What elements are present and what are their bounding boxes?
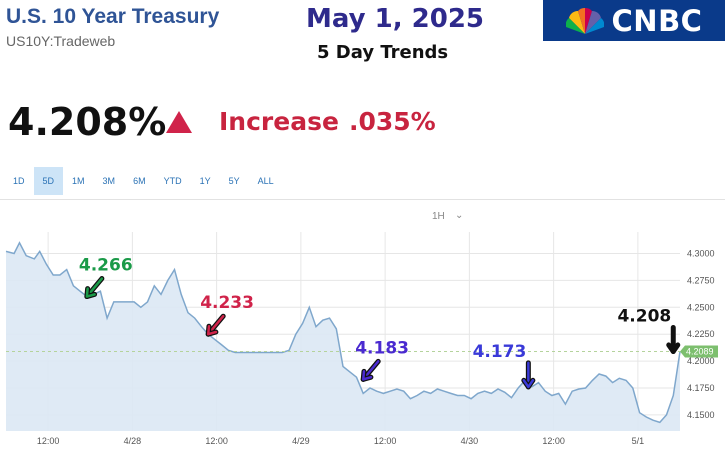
x-tick-label: 12:00 [205,436,228,446]
arrow-down-icon [666,325,681,355]
cnbc-logo: CNBC [543,0,725,41]
series-area [6,242,680,431]
annotation-label: 4.173 [473,342,527,362]
y-tick-label: 4.3000 [687,249,715,259]
arrow-down-left-icon [84,276,105,300]
change-value: .035% [349,107,436,136]
tab-3m[interactable]: 3M [102,176,116,186]
y-tick-label: 4.2750 [687,275,715,285]
chevron-down-icon[interactable]: ⌄ [455,210,464,221]
y-tick-label: 4.1750 [687,383,715,393]
chart-top-border [0,199,725,200]
x-axis-ticks: 12:00 4/28 12:00 4/29 12:00 4/30 12:00 5/1 [37,436,644,446]
symbol-subtitle: US10Y:Tradeweb [6,33,116,49]
last-value-badge-shape [680,345,718,358]
peacock-icon [565,7,604,34]
annotation: 4.266 [79,256,133,300]
x-tick-label: 4/28 [124,436,142,446]
tab-5y[interactable]: 5Y [228,176,240,186]
triangle-up-icon [166,111,192,133]
annotation: 4.183 [355,338,409,382]
arrow-down-left-icon [360,358,381,382]
last-value-label: 4.2089 [686,347,714,357]
annotation-label: 4.208 [617,307,671,327]
x-tick-label: 12:00 [37,436,60,446]
y-tick-label: 4.2000 [687,356,715,366]
x-tick-label: 12:00 [542,436,565,446]
y-tick-label: 4.1500 [687,410,715,420]
annotations: 4.266 4.233 4.183 4.173 4.208 [79,256,681,390]
tab-ytd[interactable]: YTD [163,176,182,186]
series-line [5,241,681,424]
tab-all[interactable]: ALL [257,176,274,186]
x-tick-label: 4/29 [292,436,310,446]
date-heading: May 1, 2025 [306,4,485,34]
tab-6m[interactable]: 6M [133,176,146,186]
last-value-badge: 4.2089 [680,345,718,358]
change-label: Increase [219,107,339,136]
x-tick-label: 12:00 [374,436,397,446]
y-tick-label: 4.2500 [687,302,715,312]
y-axis-ticks: 4.1500 4.1750 4.2000 4.2250 4.2500 4.2750 4.30… [687,249,715,420]
annotation: 4.208 [617,307,681,355]
arrow-down-left-icon [205,313,226,337]
y-tick-label: 4.2250 [687,329,715,339]
annotation: 4.173 [473,342,536,390]
arrow-down-icon [521,360,536,390]
annotation-label: 4.233 [200,293,254,313]
current-price: 4.208% [8,100,167,144]
logo-text: CNBC [611,3,703,38]
tab-1y[interactable]: 1Y [199,176,211,186]
tab-5d[interactable]: 5D [33,167,64,195]
page-title: U.S. 10 Year Treasury [6,5,220,28]
tab-1m[interactable]: 1M [72,176,85,186]
x-tick-label: 4/30 [461,436,479,446]
interval-select[interactable]: 1H [432,211,445,222]
annotation: 4.233 [200,293,254,337]
annotation-label: 4.266 [79,256,133,276]
tab-1d[interactable]: 1D [13,176,25,186]
x-tick-label: 5/1 [632,436,645,446]
annotation-label: 4.183 [355,338,409,358]
trend-heading: 5 Day Trends [317,42,449,63]
range-tabs: 1D 5D 1M 3M 6M YTD 1Y 5Y ALL [4,167,283,195]
